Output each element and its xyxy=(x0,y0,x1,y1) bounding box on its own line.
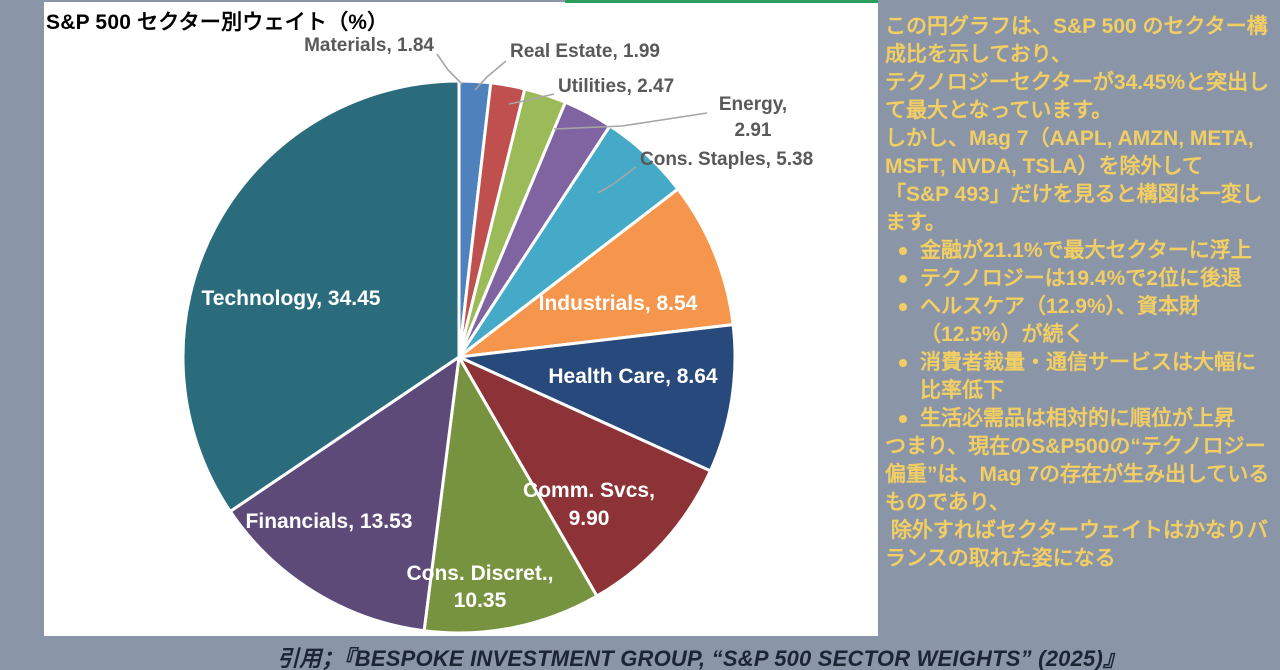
bullet-dot-icon xyxy=(899,415,907,423)
commentary-paragraphs-after: つまり、現在のS&P500の“テクノロジー偏重”は、Mag 7の存在が生み出して… xyxy=(885,433,1273,573)
commentary-paragraph: この円グラフは、S&P 500 のセクター構成比を示しており、 xyxy=(885,15,1268,66)
bullet-text: 消費者裁量・通信サービスは大幅に比率低下 xyxy=(920,351,1256,402)
commentary-paragraph: 除外すればセクターウェイトはかなりバランスの取れた姿になる xyxy=(885,519,1269,570)
commentary-panel: この円グラフは、S&P 500 のセクター構成比を示しており、 テクノロジーセクタ… xyxy=(878,0,1280,670)
citation-text: 引用；『BESPOKE INVESTMENT GROUP, “S&P 500 S… xyxy=(277,646,1126,670)
chart-title: S&P 500 セクター別ウェイト（%） xyxy=(46,11,389,34)
commentary-bullet: テクノロジーは19.4%で2位に後退 xyxy=(885,265,1273,293)
commentary-paragraph: しかし、Mag 7（AAPL, AMZN, META, MSFT, NVDA, … xyxy=(885,127,1260,178)
bullet-dot-icon xyxy=(899,275,907,283)
bullet-dot-icon xyxy=(899,303,907,311)
bullet-text: 金融が21.1%で最大セクターに浮上 xyxy=(920,239,1252,262)
bullet-text: ヘルスケア（12.9%）、資本財（12.5%）が続く xyxy=(920,295,1201,346)
bullet-dot-icon xyxy=(899,359,907,367)
citation-bar xyxy=(0,636,1280,670)
bullet-dot-icon xyxy=(899,247,907,255)
bullet-text: テクノロジーは19.4%で2位に後退 xyxy=(920,267,1242,290)
commentary-paragraph: つまり、現在のS&P500の“テクノロジー偏重”は、Mag 7の存在が生み出して… xyxy=(885,435,1270,514)
commentary-paragraph: テクノロジーセクターが34.45%と突出して最大となっています。 xyxy=(885,71,1270,122)
commentary-bullet: ヘルスケア（12.9%）、資本財（12.5%）が続く xyxy=(885,293,1273,349)
top-green-strip xyxy=(565,0,878,3)
bullet-text: 生活必需品は相対的に順位が上昇 xyxy=(920,407,1235,430)
chart-panel xyxy=(44,2,878,636)
commentary-bullet-list: 金融が21.1%で最大セクターに浮上 テクノロジーは19.4%で2位に後退ヘルスケ… xyxy=(885,237,1273,433)
commentary-paragraphs-before: この円グラフは、S&P 500 のセクター構成比を示しており、 テクノロジーセクタ… xyxy=(885,13,1273,237)
commentary-bullet: 生活必需品は相対的に順位が上昇 xyxy=(885,405,1273,433)
commentary-paragraph: 「S&P 493」だけを見ると構図は一変します。 xyxy=(885,183,1263,234)
commentary-bullet: 消費者裁量・通信サービスは大幅に比率低下 xyxy=(885,349,1273,405)
commentary-bullet: 金融が21.1%で最大セクターに浮上 xyxy=(885,237,1273,265)
